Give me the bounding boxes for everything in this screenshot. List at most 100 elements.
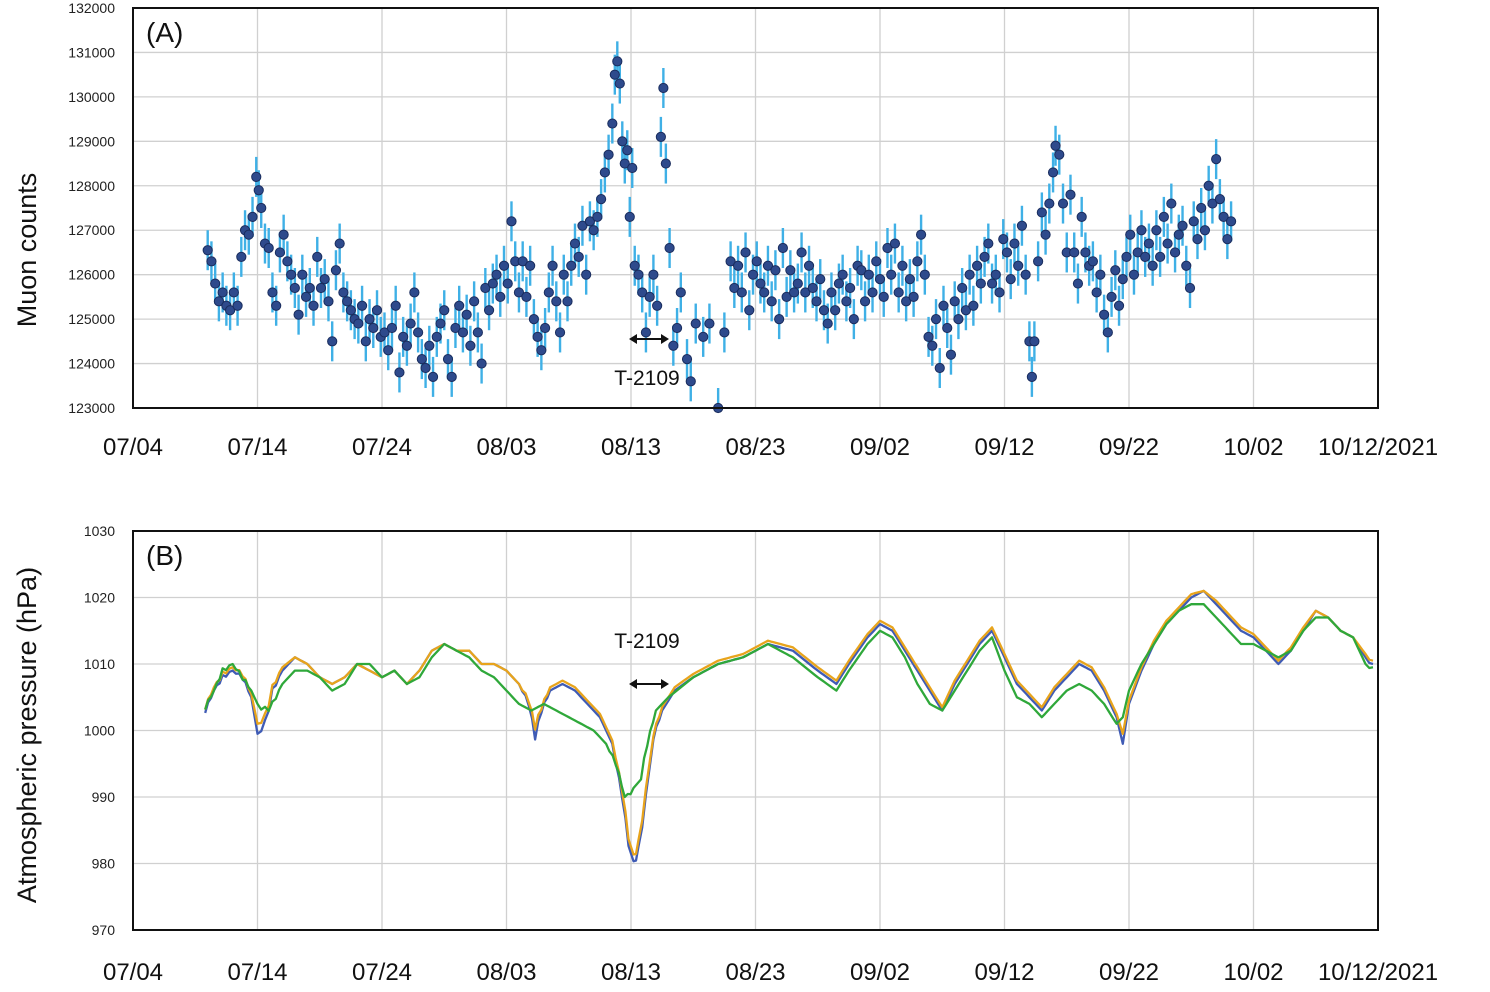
- data-point: [1040, 229, 1051, 240]
- x-tick-label: 08/13: [601, 959, 661, 986]
- data-point: [1155, 251, 1166, 262]
- data-point: [232, 300, 243, 311]
- data-point: [822, 318, 833, 329]
- data-point: [923, 331, 934, 342]
- data-point: [912, 256, 923, 267]
- data-point: [1047, 167, 1059, 178]
- data-point: [1065, 189, 1076, 200]
- data-point: [1095, 269, 1106, 280]
- data-point: [581, 269, 592, 280]
- data-point: [465, 340, 476, 351]
- data-point: [1188, 216, 1199, 227]
- data-point: [236, 251, 247, 262]
- data-point: [409, 287, 420, 298]
- data-point: [390, 300, 401, 311]
- data-point: [607, 118, 618, 129]
- data-point: [334, 238, 345, 249]
- panel-a-frame: [132, 7, 1379, 409]
- data-point: [1013, 260, 1024, 271]
- x-tick-label: 10/12/2021: [1318, 434, 1438, 461]
- data-point: [1087, 256, 1098, 267]
- data-point: [1166, 198, 1177, 209]
- panel-a-y-ticks: 123000 124000 125000 126000 127000 128000 1290…: [68, 0, 115, 416]
- x-tick-label: 07/14: [227, 434, 287, 461]
- data-point: [648, 269, 659, 280]
- data-point: [652, 300, 663, 311]
- data-point: [528, 314, 539, 325]
- data-point: [491, 269, 502, 280]
- data-point: [558, 269, 569, 280]
- data-point: [599, 167, 610, 178]
- data-point: [845, 282, 856, 294]
- data-point: [863, 269, 874, 280]
- data-point: [1057, 198, 1069, 209]
- data-point: [1001, 247, 1013, 258]
- data-point: [1117, 274, 1128, 285]
- data-point: [704, 318, 715, 329]
- data-point: [424, 340, 435, 351]
- data-point: [751, 256, 762, 267]
- data-point: [271, 300, 282, 311]
- data-point: [243, 229, 254, 240]
- data-point: [386, 322, 398, 334]
- data-point: [539, 322, 551, 334]
- data-point: [286, 269, 297, 280]
- data-point: [658, 82, 669, 94]
- panel-a-label: (A): [146, 17, 183, 48]
- data-point: [690, 318, 701, 329]
- panel-b-frame: [132, 530, 1379, 931]
- data-point: [323, 296, 334, 307]
- y-tick-label: 125000: [68, 311, 115, 327]
- data-point: [986, 278, 998, 289]
- data-point: [293, 309, 304, 320]
- data-point: [803, 260, 815, 271]
- data-point: [785, 265, 796, 276]
- data-point: [1147, 260, 1158, 271]
- data-point: [1121, 251, 1132, 262]
- data-point: [1140, 251, 1151, 262]
- data-point: [569, 238, 581, 249]
- data-point: [1225, 216, 1237, 227]
- data-point: [964, 269, 975, 280]
- data-point: [781, 291, 792, 302]
- panel-b-y-axis-label: Atmospheric pressure (hPa): [12, 567, 42, 903]
- data-point: [874, 274, 886, 285]
- data-point: [1069, 247, 1080, 258]
- data-point: [263, 242, 274, 254]
- data-point: [1125, 229, 1136, 240]
- data-point: [889, 238, 901, 249]
- data-point: [282, 256, 293, 267]
- data-point: [394, 367, 405, 378]
- data-point: [1158, 211, 1169, 222]
- data-point: [744, 305, 755, 316]
- data-point: [498, 260, 510, 271]
- x-tick-label: 07/04: [103, 434, 163, 461]
- data-point: [573, 251, 584, 262]
- data-point: [983, 238, 994, 249]
- data-point: [640, 327, 652, 338]
- data-point: [1128, 269, 1140, 280]
- data-point: [1177, 220, 1188, 231]
- data-point: [622, 145, 633, 156]
- data-point: [979, 251, 990, 262]
- data-point: [213, 296, 225, 307]
- y-tick-label: 129000: [68, 133, 115, 149]
- data-point: [228, 287, 239, 298]
- data-point: [1076, 211, 1087, 222]
- data-point: [1016, 220, 1028, 231]
- data-point: [1106, 291, 1117, 302]
- data-point: [532, 331, 543, 342]
- y-tick-label: 128000: [68, 178, 115, 194]
- data-point: [1036, 207, 1047, 218]
- data-point: [356, 300, 368, 311]
- data-point: [446, 371, 457, 382]
- y-tick-label: 124000: [68, 356, 115, 372]
- data-point: [1050, 140, 1061, 151]
- data-point: [251, 171, 262, 182]
- data-point: [427, 371, 439, 382]
- data-point: [338, 287, 349, 298]
- data-point: [919, 269, 930, 280]
- data-point: [1099, 309, 1110, 320]
- data-point: [297, 269, 308, 280]
- data-point: [637, 287, 648, 298]
